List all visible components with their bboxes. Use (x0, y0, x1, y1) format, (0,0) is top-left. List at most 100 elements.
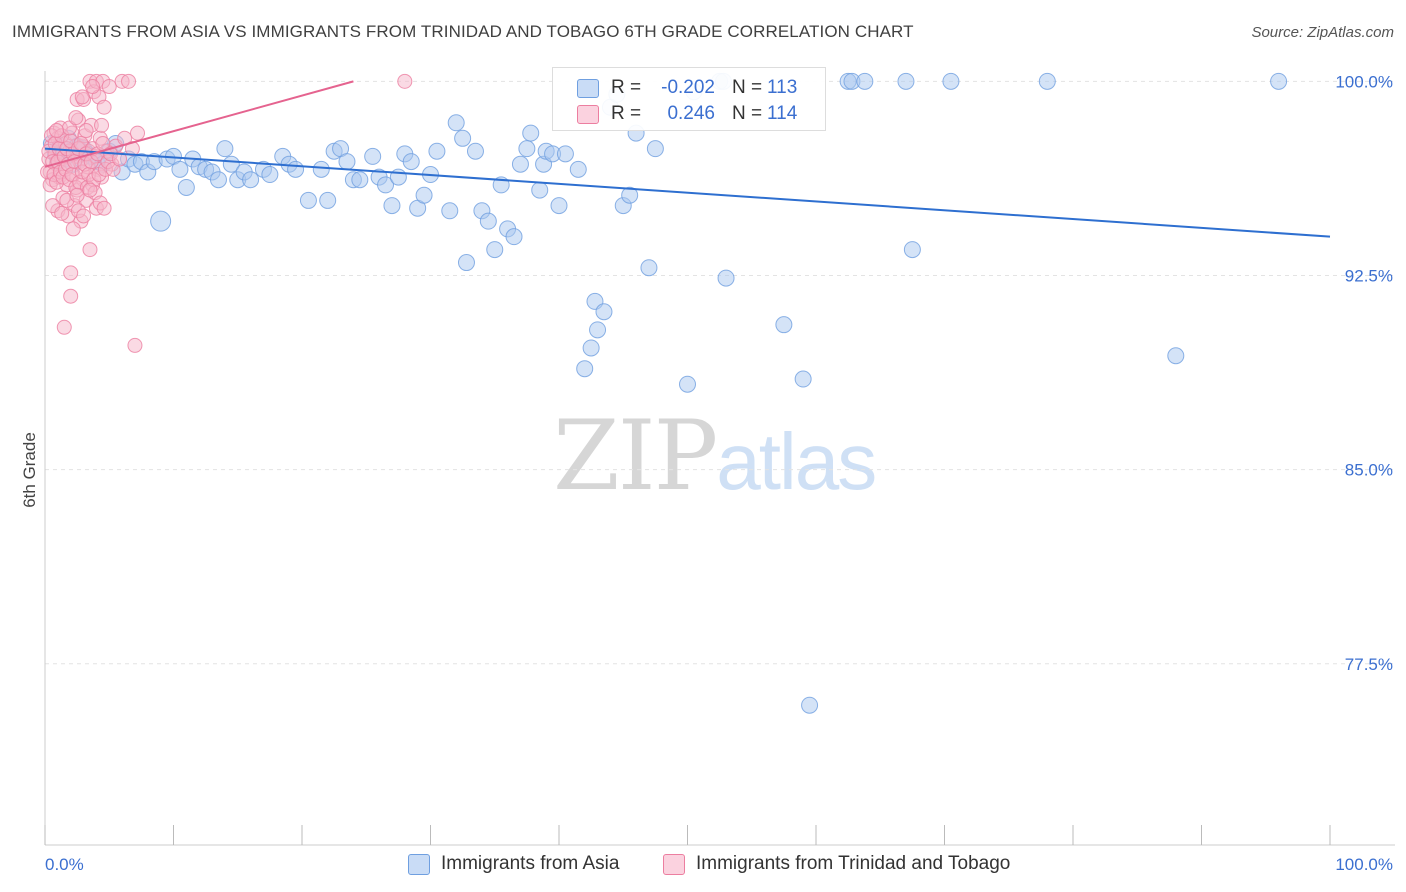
asia-point (479, 212, 497, 230)
n-value: 114 (767, 103, 798, 124)
tt-swatch (663, 854, 685, 875)
asia-point (338, 153, 356, 171)
asia-point (550, 197, 568, 215)
asia-point (856, 72, 874, 90)
asia-point (171, 160, 189, 178)
zipatlas-watermark: ZIPatlas (553, 400, 877, 512)
tt-point (56, 319, 72, 335)
asia-point (377, 176, 395, 194)
asia-point (428, 142, 446, 160)
asia-point (801, 696, 819, 714)
asia-point (242, 171, 260, 189)
y-tick-label: 85.0% (1345, 461, 1393, 480)
asia-point (942, 72, 960, 90)
asia-point (457, 254, 475, 272)
asia-point (679, 375, 696, 393)
tt-point (49, 123, 65, 139)
asia-point (1270, 72, 1288, 90)
tt-point (63, 265, 79, 281)
tt-point (76, 208, 92, 224)
tt-point (82, 242, 98, 258)
asia-point (383, 197, 401, 215)
r-label: R = (611, 77, 642, 98)
asia-point (216, 140, 234, 158)
asia-point (794, 370, 812, 388)
tt-trend-line (44, 80, 354, 168)
tt-point (69, 187, 85, 203)
y-tick-label: 100.0% (1335, 72, 1393, 91)
asia-point (775, 316, 793, 334)
asia-point (903, 241, 921, 259)
asia-swatch (577, 79, 599, 98)
asia-point (287, 160, 305, 178)
asia-point (511, 155, 529, 173)
source-credit: Source: ZipAtlas.com (1251, 24, 1394, 41)
tt-point (74, 89, 90, 105)
tt-point (54, 205, 70, 221)
asia-point (177, 178, 195, 196)
asia-point (441, 202, 459, 220)
y-axis-label: 6th Grade (20, 432, 39, 508)
asia-point (447, 114, 465, 132)
asia-point (582, 339, 600, 357)
n-value: 113 (767, 77, 798, 98)
asia-point (1038, 72, 1056, 90)
chart-title: IMMIGRANTS FROM ASIA VS IMMIGRANTS FROM … (12, 22, 914, 41)
asia-point (1167, 347, 1185, 365)
tt-point (65, 221, 81, 237)
tt-point (96, 200, 112, 216)
asia-point (646, 140, 664, 158)
tt-point (85, 79, 101, 95)
legend-label-asia: Immigrants from Asia (441, 853, 620, 874)
asia-point (466, 142, 484, 160)
asia-point (261, 166, 279, 184)
tt-point (127, 337, 143, 353)
r-value: -0.202 (661, 77, 715, 98)
asia-point (312, 160, 330, 178)
asia-point (621, 186, 639, 204)
tt-point (121, 73, 137, 89)
tt-point (68, 110, 84, 126)
legend-label-tt: Immigrants from Trinidad and Tobago (696, 853, 1011, 874)
tt-point (63, 288, 79, 304)
asia-point (402, 153, 420, 171)
n-label: N = (732, 77, 763, 98)
y-tick-label: 77.5% (1345, 655, 1393, 674)
series-legend: Immigrants from Asia Immigrants from Tri… (0, 852, 1406, 876)
x-tick-label: 0.0% (45, 855, 84, 874)
asia-point (717, 269, 735, 287)
asia-point (486, 241, 504, 259)
r-label: R = (611, 103, 642, 124)
asia-point (209, 171, 227, 189)
tt-point (96, 99, 112, 115)
asia-point (150, 210, 172, 232)
tt-point (82, 182, 98, 198)
asia-point (454, 129, 472, 147)
asia-point (351, 171, 369, 189)
tt-point (112, 151, 128, 167)
asia-point (415, 186, 433, 204)
tt-point (130, 125, 146, 141)
asia-point (531, 181, 549, 199)
tt-swatch (577, 105, 599, 124)
asia-point (299, 191, 317, 209)
tt-point (101, 79, 117, 95)
asia-point (518, 140, 536, 158)
tt-point (397, 73, 413, 89)
correlation-legend: R = -0.202 N = 113 R = 0.246 N = 114 (552, 67, 826, 131)
asia-point (505, 228, 523, 246)
asia-point (897, 72, 915, 90)
asia-swatch (408, 854, 430, 875)
asia-point (595, 303, 613, 321)
asia-point (522, 124, 540, 142)
asia-point (319, 191, 337, 209)
y-tick-label: 92.5% (1345, 267, 1393, 286)
n-label: N = (732, 103, 763, 124)
asia-point (589, 321, 607, 339)
tt-point (78, 123, 94, 139)
asia-point (556, 145, 574, 163)
asia-point (569, 160, 587, 178)
tt-point (94, 117, 110, 133)
asia-point (576, 360, 594, 378)
